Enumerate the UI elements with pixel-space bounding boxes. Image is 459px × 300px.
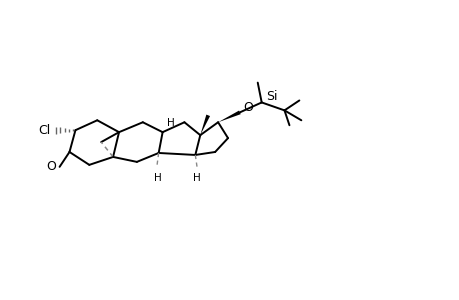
Text: H: H — [153, 173, 161, 183]
Text: H: H — [166, 118, 174, 128]
Text: Cl: Cl — [39, 124, 50, 137]
Text: O: O — [47, 160, 56, 173]
Text: O: O — [242, 101, 252, 114]
Text: Si: Si — [265, 90, 277, 103]
Polygon shape — [218, 110, 240, 122]
Text: H: H — [193, 173, 201, 183]
Polygon shape — [200, 115, 210, 135]
